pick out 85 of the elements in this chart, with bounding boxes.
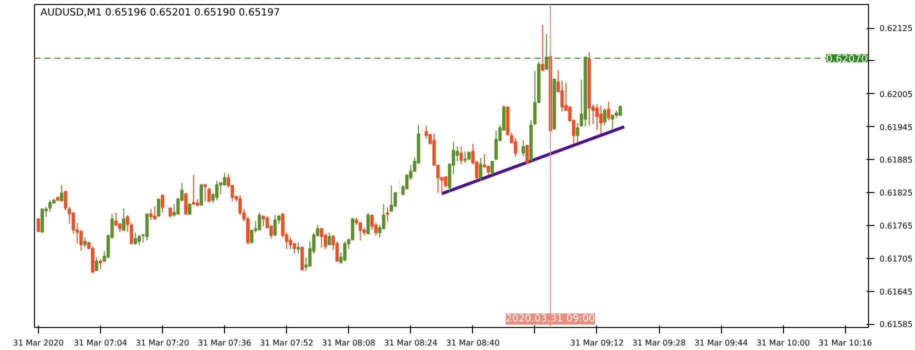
candlestick [153, 206, 156, 220]
candlestick [610, 114, 614, 130]
candlestick [463, 150, 467, 164]
candlestick [160, 194, 164, 213]
y-tick-label: 0.61945 [880, 122, 913, 132]
candlestick [134, 232, 138, 246]
candlestick [188, 204, 192, 216]
candlestick [258, 212, 262, 230]
candlestick [83, 237, 87, 248]
candlestick [370, 214, 374, 230]
candlestick [91, 246, 94, 274]
x-tick-label: 31 Mar 09:12 [570, 338, 624, 348]
y-tick-label: 0.61825 [880, 188, 913, 198]
x-tick-label: 31 Mar 2020 [13, 338, 64, 348]
candlestick [366, 212, 370, 234]
candlestick [204, 183, 207, 202]
x-tick-label: 31 Mar 07:20 [136, 338, 190, 348]
candlestick [603, 108, 606, 126]
candlestick [114, 212, 118, 227]
candlestick [222, 172, 226, 186]
ref-line-label: 2020.03.31 09:00 [506, 314, 596, 324]
candlestick [36, 218, 40, 232]
candlestick [149, 208, 153, 221]
y-tick-label: 0.61885 [880, 156, 913, 165]
ref-line-label: 0.62070 [826, 54, 868, 66]
x-tick-label: 31 Mar 08:24 [384, 338, 438, 348]
y-tick-label: 0.62005 [880, 90, 913, 99]
candlestick [522, 140, 525, 157]
candlestick [525, 144, 529, 165]
candlestick [138, 234, 141, 246]
x-tick-label: 31 Mar 07:04 [74, 338, 128, 348]
candlestick [79, 229, 83, 252]
candlestick [595, 104, 599, 131]
x-tick-label: 31 Mar 10:16 [818, 338, 872, 348]
candlestick [145, 213, 149, 241]
candlestick [478, 158, 482, 182]
y-tick-label: 0.61705 [880, 254, 913, 264]
candlestick [456, 146, 459, 162]
candlestick [296, 242, 300, 254]
x-tick-label: 31 Mar 09:44 [694, 338, 748, 348]
candlestick [94, 256, 98, 271]
candlestick [207, 187, 211, 202]
candlestick [618, 104, 622, 116]
x-tick-label: 31 Mar 07:36 [198, 338, 252, 348]
candlestick [300, 246, 304, 270]
candlestick [64, 191, 68, 211]
candlestick [490, 160, 494, 176]
candlestick [192, 174, 196, 205]
candlestick [273, 214, 277, 237]
candlestick [606, 101, 610, 121]
candlestick [48, 200, 52, 212]
candlestick [350, 217, 354, 240]
candlestick [343, 240, 346, 262]
candlestick [184, 193, 188, 214]
y-tick-label: 0.61585 [880, 320, 913, 330]
x-tick-label: 31 Mar 07:52 [260, 338, 314, 348]
y-tick-label: 0.61765 [880, 222, 913, 230]
candlestick [460, 146, 463, 165]
candlestick [328, 232, 331, 246]
x-tick-label: 31 Mar 10:00 [756, 338, 810, 348]
x-tick-label: 31 Mar 08:40 [446, 338, 500, 348]
candlestick [122, 207, 126, 231]
candlestick [215, 180, 218, 201]
candlestick [599, 104, 603, 134]
y-tick-label: 0.61645 [880, 287, 913, 296]
candlestick [390, 184, 394, 212]
x-tick-label: 31 Mar 08:08 [322, 338, 376, 348]
candlestick [386, 206, 390, 222]
candlestick [382, 204, 386, 230]
candlestick [576, 122, 580, 144]
x-tick-label: 31 Mar 09:28 [632, 338, 686, 348]
candlestick [60, 184, 64, 202]
chart-title: AUDUSD,M1 0.65196 0.65201 0.65190 0.65197 [40, 8, 280, 18]
candlestick [514, 137, 518, 157]
candlestick [560, 80, 564, 112]
candlestick [262, 216, 266, 228]
candlestick [540, 24, 544, 72]
candlestick [98, 258, 102, 270]
candlestick [494, 130, 498, 161]
candlestick [200, 183, 203, 206]
y-tick-label: 0.62125 [880, 24, 913, 34]
candlestick [40, 208, 44, 233]
candlestick [320, 227, 324, 248]
candlestick [358, 222, 362, 241]
candlestick [156, 198, 160, 217]
